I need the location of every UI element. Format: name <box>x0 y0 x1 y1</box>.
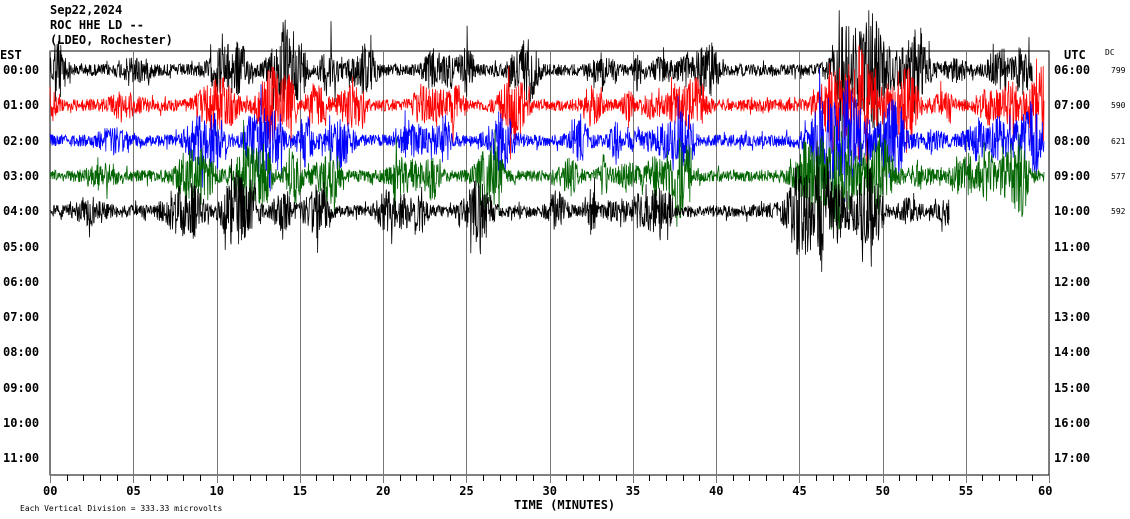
utc-row-label: 12:00 <box>1054 274 1091 289</box>
dc-value: 592 <box>1111 207 1126 217</box>
utc-row-label: 08:00 <box>1054 133 1091 148</box>
trace-0300 <box>49 119 1045 230</box>
x-tick-label: 35 <box>625 484 641 498</box>
station-label: ROC HHE LD -- <box>50 18 144 32</box>
est-row-label: 04:00 <box>3 204 40 219</box>
x-tick-label: 05 <box>126 484 141 498</box>
utc-row-label: 11:00 <box>1054 239 1091 254</box>
utc-row-label: 15:00 <box>1054 380 1091 395</box>
utc-row-label: 16:00 <box>1054 416 1091 430</box>
x-tick-label: 55 <box>958 484 974 498</box>
est-row-label: 10:00 <box>3 416 40 430</box>
x-tick-label: 20 <box>376 484 391 498</box>
x-tick-label: 60 <box>1038 484 1053 498</box>
date-label: Sep22,2024 <box>50 3 123 17</box>
trace-0400 <box>49 139 950 272</box>
trace-0200 <box>49 67 1045 202</box>
utc-row-label: 06:00 <box>1054 63 1091 77</box>
est-row-label: 02:00 <box>3 133 40 148</box>
x-tick-label: 30 <box>542 484 557 498</box>
est-row-label: 01:00 <box>3 98 40 113</box>
dc-label: DC <box>1105 48 1115 57</box>
x-tick-label: 50 <box>875 484 890 498</box>
dc-value: 577 <box>1111 171 1126 181</box>
est-row-label: 06:00 <box>3 274 40 289</box>
x-tick-label: 40 <box>709 484 724 498</box>
dc-value: 590 <box>1111 101 1126 111</box>
trace-0100 <box>49 44 1045 172</box>
est-row-label: 08:00 <box>3 345 40 360</box>
est-row-label: 11:00 <box>3 451 40 466</box>
est-row-label: 00:00 <box>3 63 40 77</box>
utc-row-label: 13:00 <box>1054 310 1091 325</box>
dc-value: 621 <box>1111 136 1126 146</box>
est-row-label: 05:00 <box>3 239 40 254</box>
utc-row-label: 07:00 <box>1054 98 1091 113</box>
utc-label: UTC <box>1064 48 1086 62</box>
utc-row-label: 17:00 <box>1054 451 1091 466</box>
est-row-label: 03:00 <box>3 168 40 183</box>
trace-0000 <box>49 10 1033 138</box>
x-tick-label: 45 <box>792 484 807 498</box>
est-row-label: 09:00 <box>3 380 40 395</box>
x-tick-label: 25 <box>459 484 474 498</box>
x-tick-label: 10 <box>209 484 224 498</box>
x-tick-label: 00 <box>43 484 58 498</box>
est-label: EST <box>0 48 22 62</box>
x-axis-title: TIME (MINUTES) <box>514 498 616 512</box>
dc-value: 799 <box>1111 66 1126 75</box>
utc-row-label: 09:00 <box>1054 168 1091 183</box>
utc-row-label: 14:00 <box>1054 345 1091 360</box>
scale-note: Each Vertical Division = 333.33 microvol… <box>20 504 223 513</box>
x-tick-label: 15 <box>292 484 308 498</box>
network-label: (LDEO, Rochester) <box>50 33 173 47</box>
utc-row-label: 10:00 <box>1054 204 1091 219</box>
est-row-label: 07:00 <box>3 310 40 325</box>
